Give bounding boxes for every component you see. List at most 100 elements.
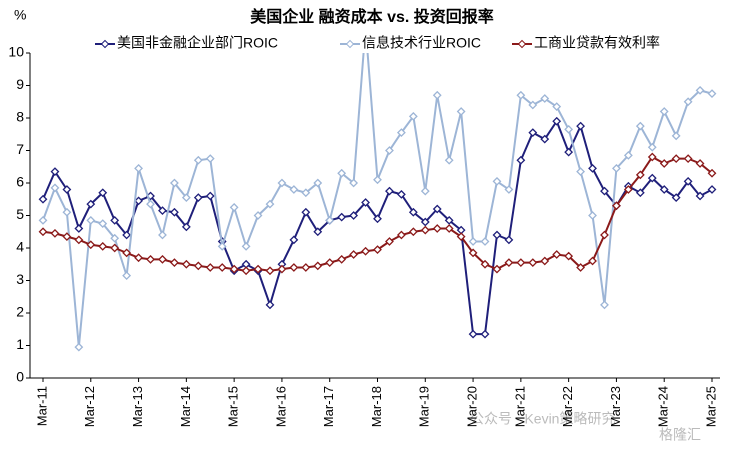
x-tick-label: Mar-13 xyxy=(130,386,145,427)
marker xyxy=(635,188,645,198)
marker xyxy=(289,185,299,194)
marker xyxy=(62,232,72,242)
marker xyxy=(349,178,359,188)
marker xyxy=(181,193,191,203)
y-tick-label: 2 xyxy=(16,304,24,320)
marker xyxy=(528,258,538,268)
series-line xyxy=(42,53,713,348)
marker xyxy=(169,207,179,217)
marker xyxy=(313,227,323,237)
x-tick-label: Mar-21 xyxy=(512,386,527,427)
marker xyxy=(134,196,143,206)
marker xyxy=(122,271,132,281)
y-tick-label: 7 xyxy=(16,141,24,157)
y-tick-label: 10 xyxy=(8,44,24,60)
marker xyxy=(396,128,406,138)
marker xyxy=(110,233,120,243)
x-tick-label: Mar-19 xyxy=(417,386,432,427)
marker xyxy=(516,155,526,165)
marker xyxy=(325,215,335,225)
marker xyxy=(301,207,311,217)
marker xyxy=(588,163,597,173)
marker xyxy=(134,163,143,173)
chart-title: 美国企业 融资成本 vs. 投资回报率 xyxy=(250,7,494,26)
marker xyxy=(623,185,633,194)
marker xyxy=(612,163,621,173)
marker xyxy=(205,154,215,164)
marker xyxy=(146,199,155,209)
marker xyxy=(193,155,203,165)
marker xyxy=(504,185,514,194)
marker xyxy=(612,201,621,211)
marker xyxy=(408,207,418,217)
marker xyxy=(110,215,120,225)
marker xyxy=(707,168,717,178)
legend-label: 信息技术行业ROIC xyxy=(362,35,481,51)
marker xyxy=(492,176,502,186)
marker xyxy=(420,217,430,227)
marker xyxy=(504,258,514,268)
marker xyxy=(50,183,60,193)
marker xyxy=(38,194,48,204)
marker xyxy=(671,193,681,203)
x-tick-label: Mar-15 xyxy=(226,386,241,427)
legend-marker xyxy=(517,39,527,49)
y-tick-label: 4 xyxy=(16,239,24,255)
marker xyxy=(540,256,550,266)
marker xyxy=(564,147,574,157)
marker xyxy=(683,97,693,107)
marker xyxy=(205,191,215,201)
marker xyxy=(600,186,609,196)
x-tick-label: Mar-22 xyxy=(560,386,575,427)
marker xyxy=(492,264,502,274)
marker xyxy=(50,167,60,177)
marker xyxy=(98,188,108,198)
x-tick-label: Mar-20 xyxy=(465,386,480,427)
marker xyxy=(74,342,84,352)
marker xyxy=(396,230,406,240)
marker xyxy=(62,185,72,194)
marker xyxy=(396,189,406,199)
marker xyxy=(205,263,215,272)
marker xyxy=(456,232,466,242)
marker xyxy=(301,188,311,198)
marker xyxy=(659,159,669,168)
marker xyxy=(528,100,538,110)
marker xyxy=(361,246,370,256)
marker xyxy=(576,167,586,177)
marker xyxy=(408,227,418,237)
marker xyxy=(552,116,562,126)
marker xyxy=(588,256,597,266)
marker xyxy=(420,225,430,235)
marker xyxy=(385,186,394,196)
marker xyxy=(277,264,287,274)
marker xyxy=(671,131,681,141)
marker xyxy=(193,261,203,271)
marker xyxy=(181,259,191,269)
marker xyxy=(301,263,311,272)
marker xyxy=(695,85,705,95)
marker xyxy=(361,198,370,207)
marker xyxy=(373,175,382,185)
marker xyxy=(552,250,562,259)
marker xyxy=(671,154,681,164)
marker xyxy=(480,237,490,246)
marker xyxy=(229,264,239,274)
marker xyxy=(38,215,48,225)
marker xyxy=(576,263,586,272)
marker xyxy=(564,124,574,134)
marker xyxy=(540,134,550,144)
marker xyxy=(86,215,96,225)
marker xyxy=(325,258,335,268)
marker xyxy=(600,230,609,240)
marker xyxy=(492,230,502,240)
marker xyxy=(241,266,251,276)
x-tick-label: Mar-25 xyxy=(703,386,718,427)
plot-area xyxy=(38,53,717,352)
marker xyxy=(253,211,263,220)
legend-marker xyxy=(345,39,355,49)
marker xyxy=(169,258,179,268)
marker xyxy=(373,214,382,224)
y-tick-label: 6 xyxy=(16,174,24,190)
